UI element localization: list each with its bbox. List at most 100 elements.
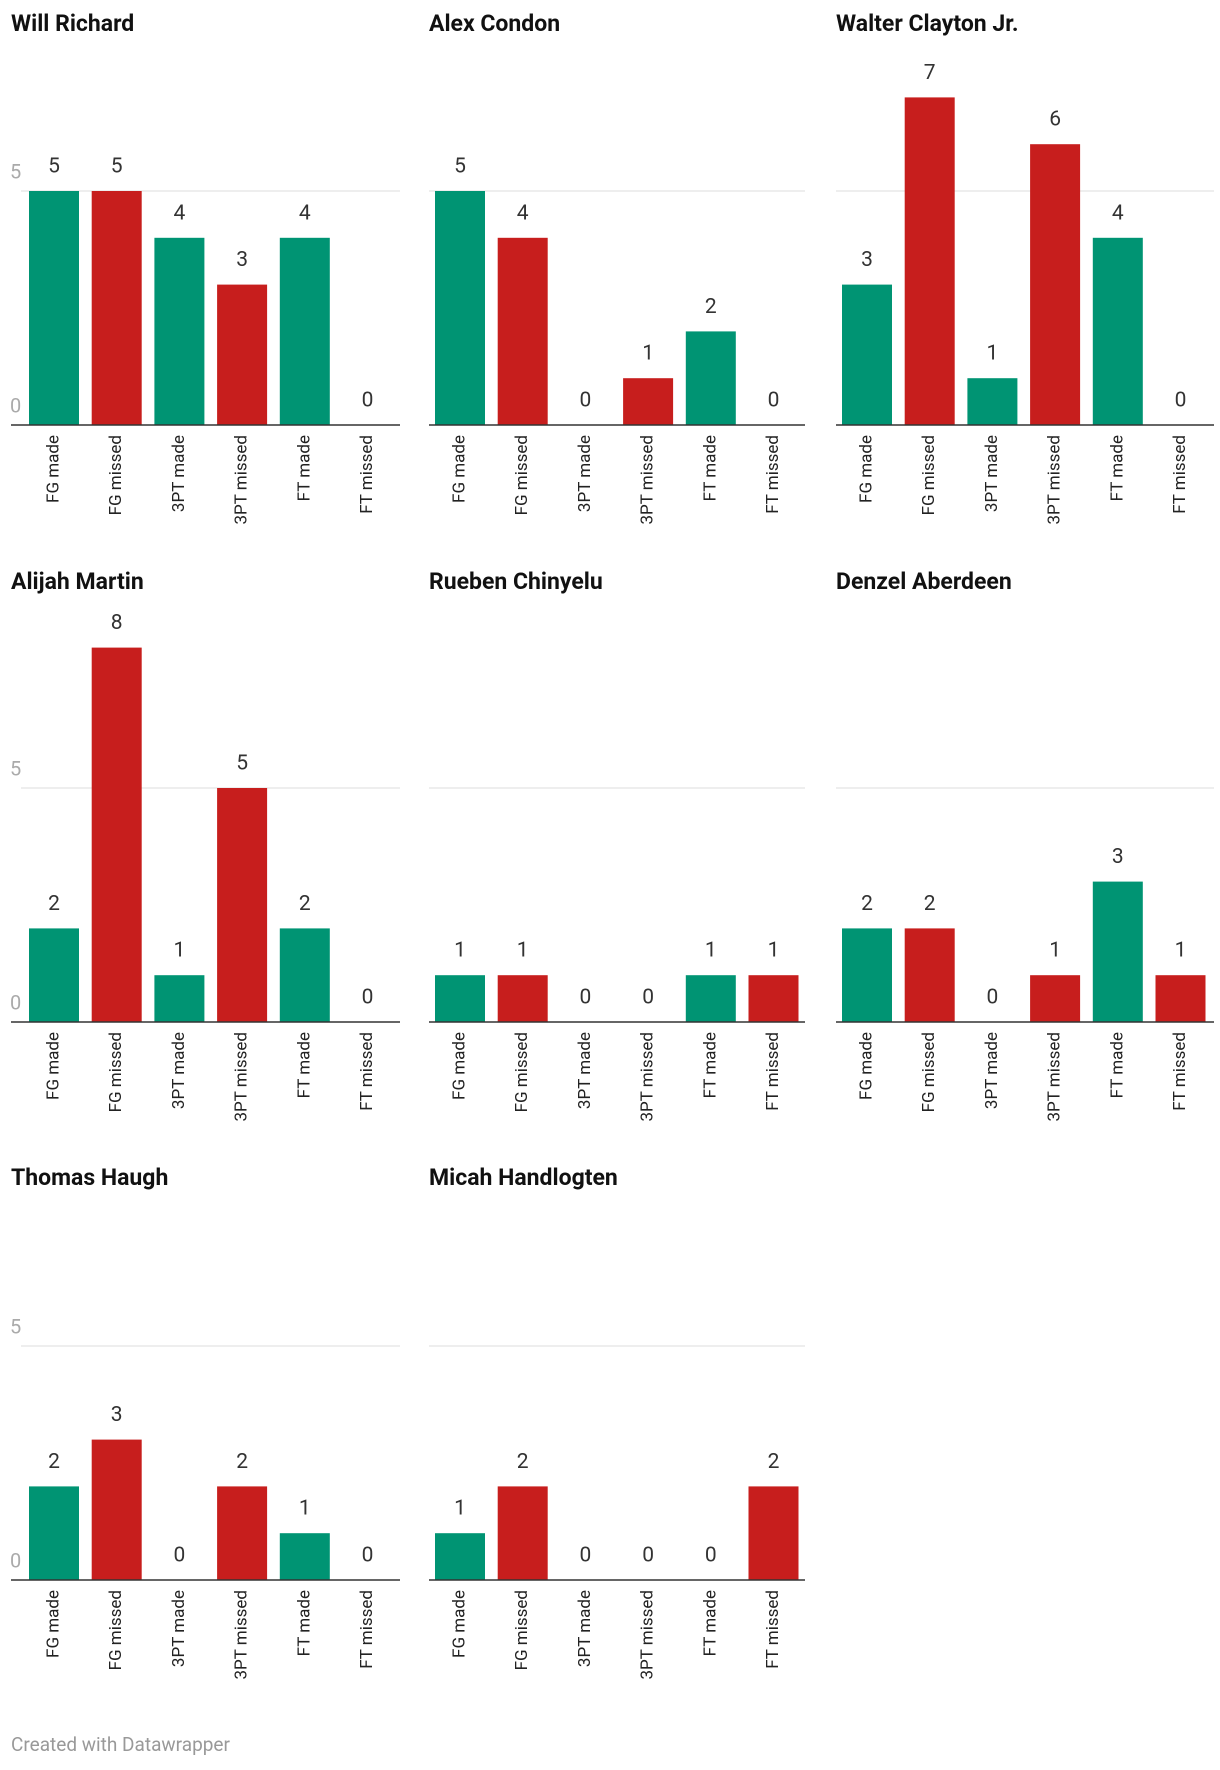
x-tick-label: FT missed (357, 435, 377, 514)
bar (623, 378, 674, 425)
x-tick-label: 3PT made (575, 1032, 595, 1109)
value-label: 5 (454, 155, 466, 179)
value-label: 0 (579, 986, 591, 1010)
bar (497, 237, 548, 425)
bar (1092, 237, 1143, 425)
x-tick-label: FG missed (919, 1032, 939, 1112)
value-label: 5 (111, 155, 123, 179)
x-tick-label: FG missed (919, 435, 939, 515)
bar (29, 1486, 79, 1580)
x-tick-label: 3PT missed (638, 1032, 658, 1122)
value-label: 1 (642, 342, 654, 366)
bar (91, 647, 142, 1022)
value-label: 4 (173, 201, 185, 225)
value-label: 0 (642, 986, 654, 1010)
bar (1092, 881, 1143, 1022)
value-label: 2 (48, 1450, 60, 1474)
bar (279, 237, 330, 425)
bar (91, 1439, 142, 1580)
value-label: 6 (1049, 108, 1061, 132)
value-label: 0 (579, 389, 591, 413)
x-tick-label: FT made (1107, 1032, 1127, 1098)
x-tick-label: 3PT made (169, 1590, 189, 1667)
value-label: 7 (924, 61, 936, 85)
bar (497, 1486, 548, 1580)
value-label: 0 (362, 1544, 374, 1568)
x-tick-label: 3PT made (982, 435, 1002, 512)
bar (748, 1486, 799, 1580)
bar (842, 928, 892, 1022)
x-tick-label: FG missed (512, 435, 532, 515)
x-tick-label: FG made (43, 1590, 63, 1658)
value-label: 0 (579, 1544, 591, 1568)
y-tick-label: 5 (10, 1314, 21, 1338)
x-tick-label: FG missed (106, 1590, 126, 1670)
credit: Created with Datawrapper (11, 1733, 230, 1756)
x-tick-label: FG made (449, 1590, 469, 1658)
value-label: 0 (362, 389, 374, 413)
value-label: 1 (517, 939, 529, 963)
x-tick-label: FT missed (357, 1590, 377, 1669)
x-tick-label: 3PT missed (638, 1590, 658, 1680)
y-tick-label: 0 (10, 1548, 21, 1572)
value-label: 4 (1112, 201, 1124, 225)
value-label: 0 (705, 1544, 717, 1568)
value-label: 1 (1049, 939, 1061, 963)
value-label: 1 (454, 1497, 466, 1521)
value-label: 3 (111, 1403, 123, 1427)
x-tick-label: FT missed (763, 435, 783, 514)
panel-title: Alijah Martin (11, 568, 144, 595)
value-label: 0 (1175, 389, 1187, 413)
bar (967, 378, 1018, 425)
x-tick-label: 3PT missed (1045, 1032, 1065, 1122)
y-tick-label: 0 (10, 990, 21, 1014)
value-label: 5 (48, 155, 60, 179)
value-label: 3 (236, 248, 248, 272)
x-tick-label: 3PT made (575, 435, 595, 512)
x-tick-label: FT missed (763, 1032, 783, 1111)
x-tick-label: FT made (700, 1590, 720, 1656)
bar (685, 975, 736, 1022)
value-label: 2 (861, 892, 873, 916)
bar (435, 1533, 485, 1580)
x-tick-label: FT made (294, 1590, 314, 1656)
x-tick-label: FT missed (1170, 1032, 1190, 1111)
bar (91, 191, 142, 425)
x-tick-label: 3PT missed (232, 435, 252, 525)
value-label: 2 (705, 295, 717, 319)
value-label: 0 (362, 986, 374, 1010)
bar (217, 284, 268, 425)
value-label: 2 (924, 892, 936, 916)
x-tick-label: 3PT made (169, 435, 189, 512)
value-label: 2 (299, 892, 311, 916)
value-label: 0 (642, 1544, 654, 1568)
x-tick-label: FG made (856, 1032, 876, 1100)
x-tick-label: 3PT made (982, 1032, 1002, 1109)
value-label: 1 (1175, 939, 1187, 963)
value-label: 2 (48, 892, 60, 916)
x-tick-label: 3PT made (169, 1032, 189, 1109)
value-label: 4 (517, 201, 529, 225)
bar (279, 1533, 330, 1580)
value-label: 0 (173, 1544, 185, 1568)
panel-title: Alex Condon (429, 10, 560, 37)
value-label: 4 (299, 201, 311, 225)
x-tick-label: FT made (700, 435, 720, 501)
value-label: 1 (986, 342, 998, 366)
panel-title: Rueben Chinyelu (429, 568, 603, 595)
x-tick-label: FT made (1107, 435, 1127, 501)
value-label: 0 (986, 986, 998, 1010)
y-tick-label: 0 (10, 393, 21, 417)
x-tick-label: FT missed (357, 1032, 377, 1111)
y-tick-label: 5 (10, 159, 21, 183)
x-tick-label: 3PT missed (638, 435, 658, 525)
value-label: 1 (173, 939, 185, 963)
bar (1030, 144, 1081, 425)
bar (497, 975, 548, 1022)
y-tick-label: 5 (10, 756, 21, 780)
bar (154, 237, 205, 425)
bar (685, 331, 736, 425)
bar (435, 975, 485, 1022)
panel-title: Denzel Aberdeen (836, 568, 1012, 595)
